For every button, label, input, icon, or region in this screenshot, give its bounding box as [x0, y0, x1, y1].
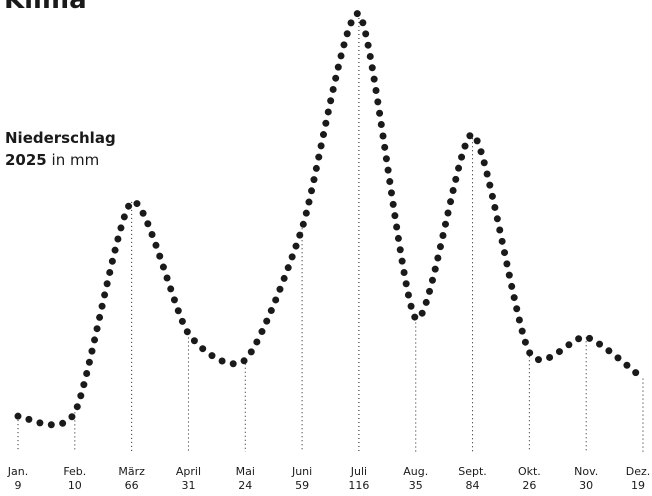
chart-title: Klima: [4, 0, 87, 15]
value-label: 26: [522, 479, 536, 492]
value-label: 59: [295, 479, 309, 492]
x-tick-label: Aug.: [403, 465, 428, 478]
value-label: 10: [68, 479, 82, 492]
value-label: 66: [125, 479, 139, 492]
value-label: 84: [466, 479, 480, 492]
value-label: 31: [181, 479, 195, 492]
x-tick-label: Juli: [350, 465, 367, 478]
dotted-line: [14, 10, 647, 429]
value-label: 24: [238, 479, 252, 492]
x-tick-label: Okt.: [518, 465, 541, 478]
value-label: 9: [15, 479, 22, 492]
y-label: Niederschlag: [5, 129, 116, 147]
x-tick-label: Nov.: [574, 465, 598, 478]
x-tick-label: Mai: [236, 465, 255, 478]
value-label: 30: [579, 479, 593, 492]
x-tick-label: Feb.: [63, 465, 86, 478]
y-label-sub: 2025 in mm: [5, 151, 99, 169]
y-label-year: 2025: [5, 151, 47, 169]
x-tick-label: Dez.: [626, 465, 651, 478]
value-label: 19: [631, 479, 645, 492]
x-tick-label: Sept.: [458, 465, 487, 478]
x-tick-label: März: [118, 465, 145, 478]
value-label: 35: [409, 479, 423, 492]
y-label-unit: in mm: [52, 151, 100, 169]
value-label: 116: [348, 479, 369, 492]
x-tick-label: Jan.: [7, 465, 28, 478]
x-tick-label: April: [176, 465, 201, 478]
x-tick-label: Juni: [291, 465, 312, 478]
